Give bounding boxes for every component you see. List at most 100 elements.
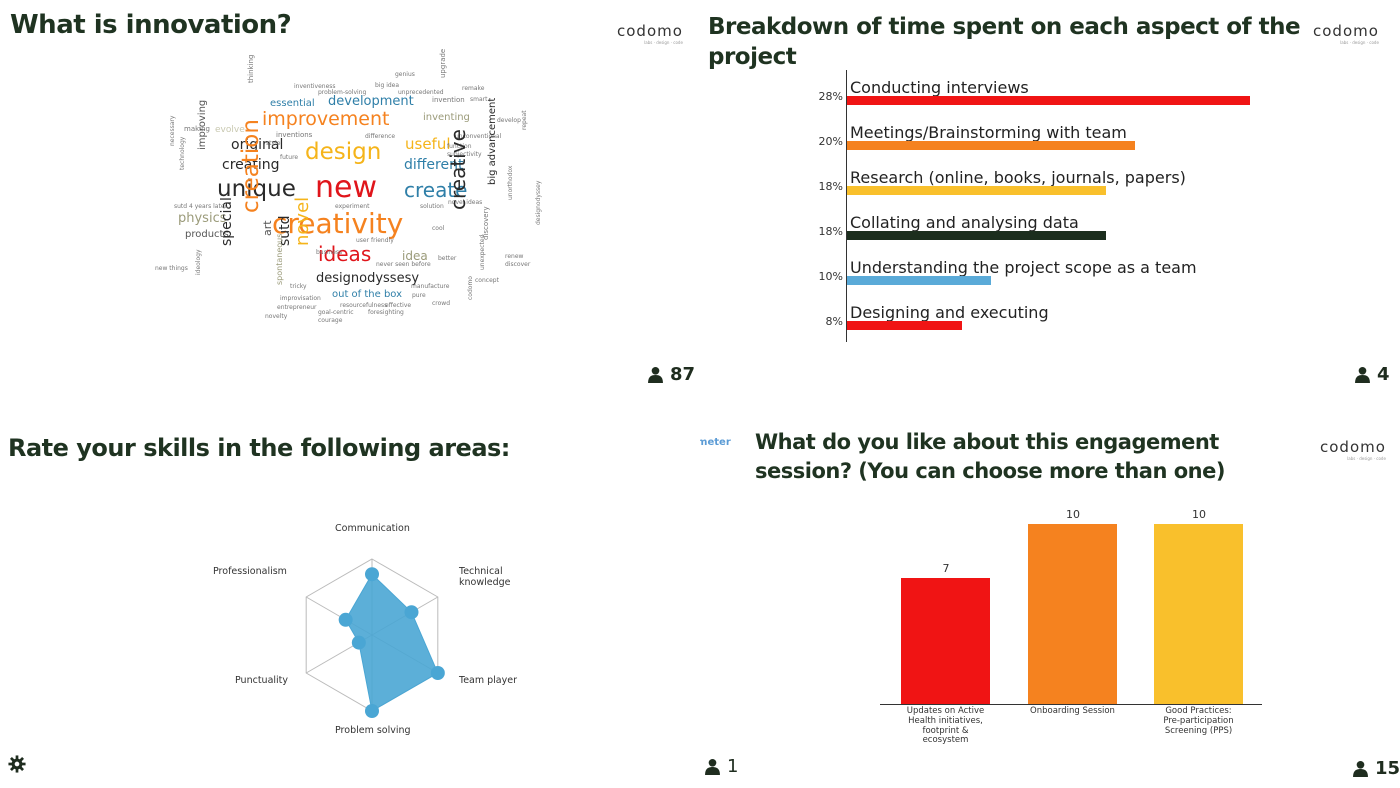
cloud-word: genius (395, 71, 415, 78)
mentimeter-label: Mentimeter (700, 437, 731, 448)
cloud-word: designodyssey (535, 180, 542, 225)
radar-axis-label: Technical knowledge (459, 566, 511, 588)
bar-category-label: Updates on Active Health initiatives, foot… (906, 706, 985, 746)
logo-text: codomo (1320, 438, 1386, 456)
bar (1154, 524, 1243, 704)
bar-label: Meetings/Brainstorming with team (850, 123, 1127, 142)
participant-number: 4 (1377, 364, 1390, 385)
cloud-word: special (219, 197, 235, 246)
radar-point (430, 666, 445, 680)
bar-label: Conducting interviews (850, 78, 1029, 97)
cloud-word: creating (222, 157, 280, 173)
participant-number: 15 (1375, 758, 1400, 779)
cloud-word: business (316, 249, 343, 256)
logo-tagline: labs · design · code (1340, 40, 1379, 45)
cloud-word: idea (402, 249, 428, 263)
cloud-word: evolve (215, 125, 245, 135)
participant-count: 87 (647, 364, 695, 385)
cloud-word: improving (197, 99, 208, 150)
gear-icon[interactable] (8, 755, 26, 773)
cloud-word: making (184, 125, 210, 133)
panel-title: What is innovation? (10, 10, 292, 40)
bar-label: Understanding the project scope as a tea… (850, 258, 1197, 277)
participant-count: 15 (1352, 758, 1400, 779)
bar-value-label: 18% (818, 180, 843, 193)
radar-axis-label: Punctuality (235, 675, 289, 686)
cloud-word: resourcefulness (340, 302, 388, 309)
codomo-logo: codomo labs · design · code (1313, 22, 1379, 45)
cloud-word: upgrade (439, 48, 447, 78)
person-icon (648, 366, 663, 383)
chart-axis (846, 70, 847, 342)
cloud-word: novel ideas (448, 199, 483, 206)
panel-title: What do you like about this engagement s… (755, 428, 1225, 486)
cloud-word: novel (292, 196, 313, 246)
cloud-word: future (280, 154, 299, 161)
cloud-word: essential (270, 98, 315, 109)
participant-count: 4 (1354, 364, 1390, 385)
cloud-word: original (231, 137, 284, 153)
bar (847, 276, 991, 285)
radar-point (365, 704, 379, 718)
cloud-word: manufacture (411, 283, 450, 290)
cloud-word: creative (446, 129, 470, 210)
bar (847, 141, 1135, 150)
bar-label: Research (online, books, journals, paper… (850, 168, 1186, 187)
cloud-word: experiment (335, 203, 370, 210)
cloud-word: better (438, 255, 457, 262)
bar (847, 231, 1107, 240)
bar-value-label: 8% (825, 315, 843, 328)
cloud-word: remake (462, 85, 485, 92)
cloud-word: cool (432, 225, 445, 232)
cloud-word: unique (217, 176, 296, 202)
cloud-word: unprecedented (398, 89, 444, 96)
bar-value-label: 28% (818, 90, 843, 103)
engagement-panel: Mentimeter What do you like about this e… (700, 394, 1400, 788)
logo-tagline: labs · design · code (1347, 456, 1386, 461)
cloud-word: entrepreneur (277, 304, 317, 311)
cloud-word: ideology (195, 249, 202, 275)
participant-count: 1 (704, 756, 738, 777)
radar-axis-label: Problem solving (335, 725, 411, 736)
cloud-word: creativity (272, 207, 404, 240)
cloud-word: different (404, 157, 464, 173)
cloud-word: subjectivity (447, 151, 482, 158)
cloud-word: art (261, 220, 274, 236)
cloud-word: designodyssesy (316, 271, 420, 286)
bar (847, 321, 963, 330)
bar-label: Collating and analysing data (850, 213, 1079, 232)
codomo-logo: codomo labs · design · code (1320, 438, 1386, 461)
cloud-word: foresighting (368, 309, 404, 316)
participant-number: 87 (670, 364, 696, 385)
bar-value-label: 10% (818, 270, 843, 283)
cloud-word: necessary (169, 115, 176, 146)
cloud-word: codomo (467, 276, 474, 300)
cloud-word: repeat (521, 110, 528, 130)
cloud-word: function (447, 143, 472, 150)
bar (847, 96, 1250, 105)
cloud-word: create (404, 178, 468, 202)
cloud-word: spontaneous (275, 233, 284, 285)
cloud-word: thinking (247, 54, 255, 83)
cloud-word: develop (497, 117, 521, 124)
cloud-word: out of the box (332, 289, 403, 300)
cloud-word: unorthodox (507, 165, 514, 200)
bar-value-label: 10 (1192, 508, 1206, 521)
bar-value-label: 7 (942, 562, 950, 575)
logo-text: codomo (1313, 22, 1379, 40)
wordcloud-panel: What is innovation? codomo labs · design… (0, 0, 700, 394)
radar-point (351, 635, 366, 650)
vertical-bar-chart: 7 Updates on Active Health initiatives, foo… (700, 394, 1400, 788)
logo-text: codomo (617, 22, 683, 40)
bar (901, 578, 990, 704)
bar-value-label: 20% (818, 135, 843, 148)
panel-title: Breakdown of time spent on each aspect o… (708, 12, 1301, 72)
cloud-word: improvisation (280, 295, 321, 302)
cloud-word: goal-centric (318, 309, 354, 316)
bar-category-label: Good Practices: Pre-participation Screenin… (1163, 706, 1234, 736)
cloud-word: style (266, 140, 281, 147)
time-breakdown-panel: Breakdown of time spent on each aspect o… (700, 0, 1400, 394)
cloud-word: inventing (423, 112, 470, 123)
radar-point (338, 612, 353, 627)
radar-axis-label: Professionalism (213, 566, 287, 577)
